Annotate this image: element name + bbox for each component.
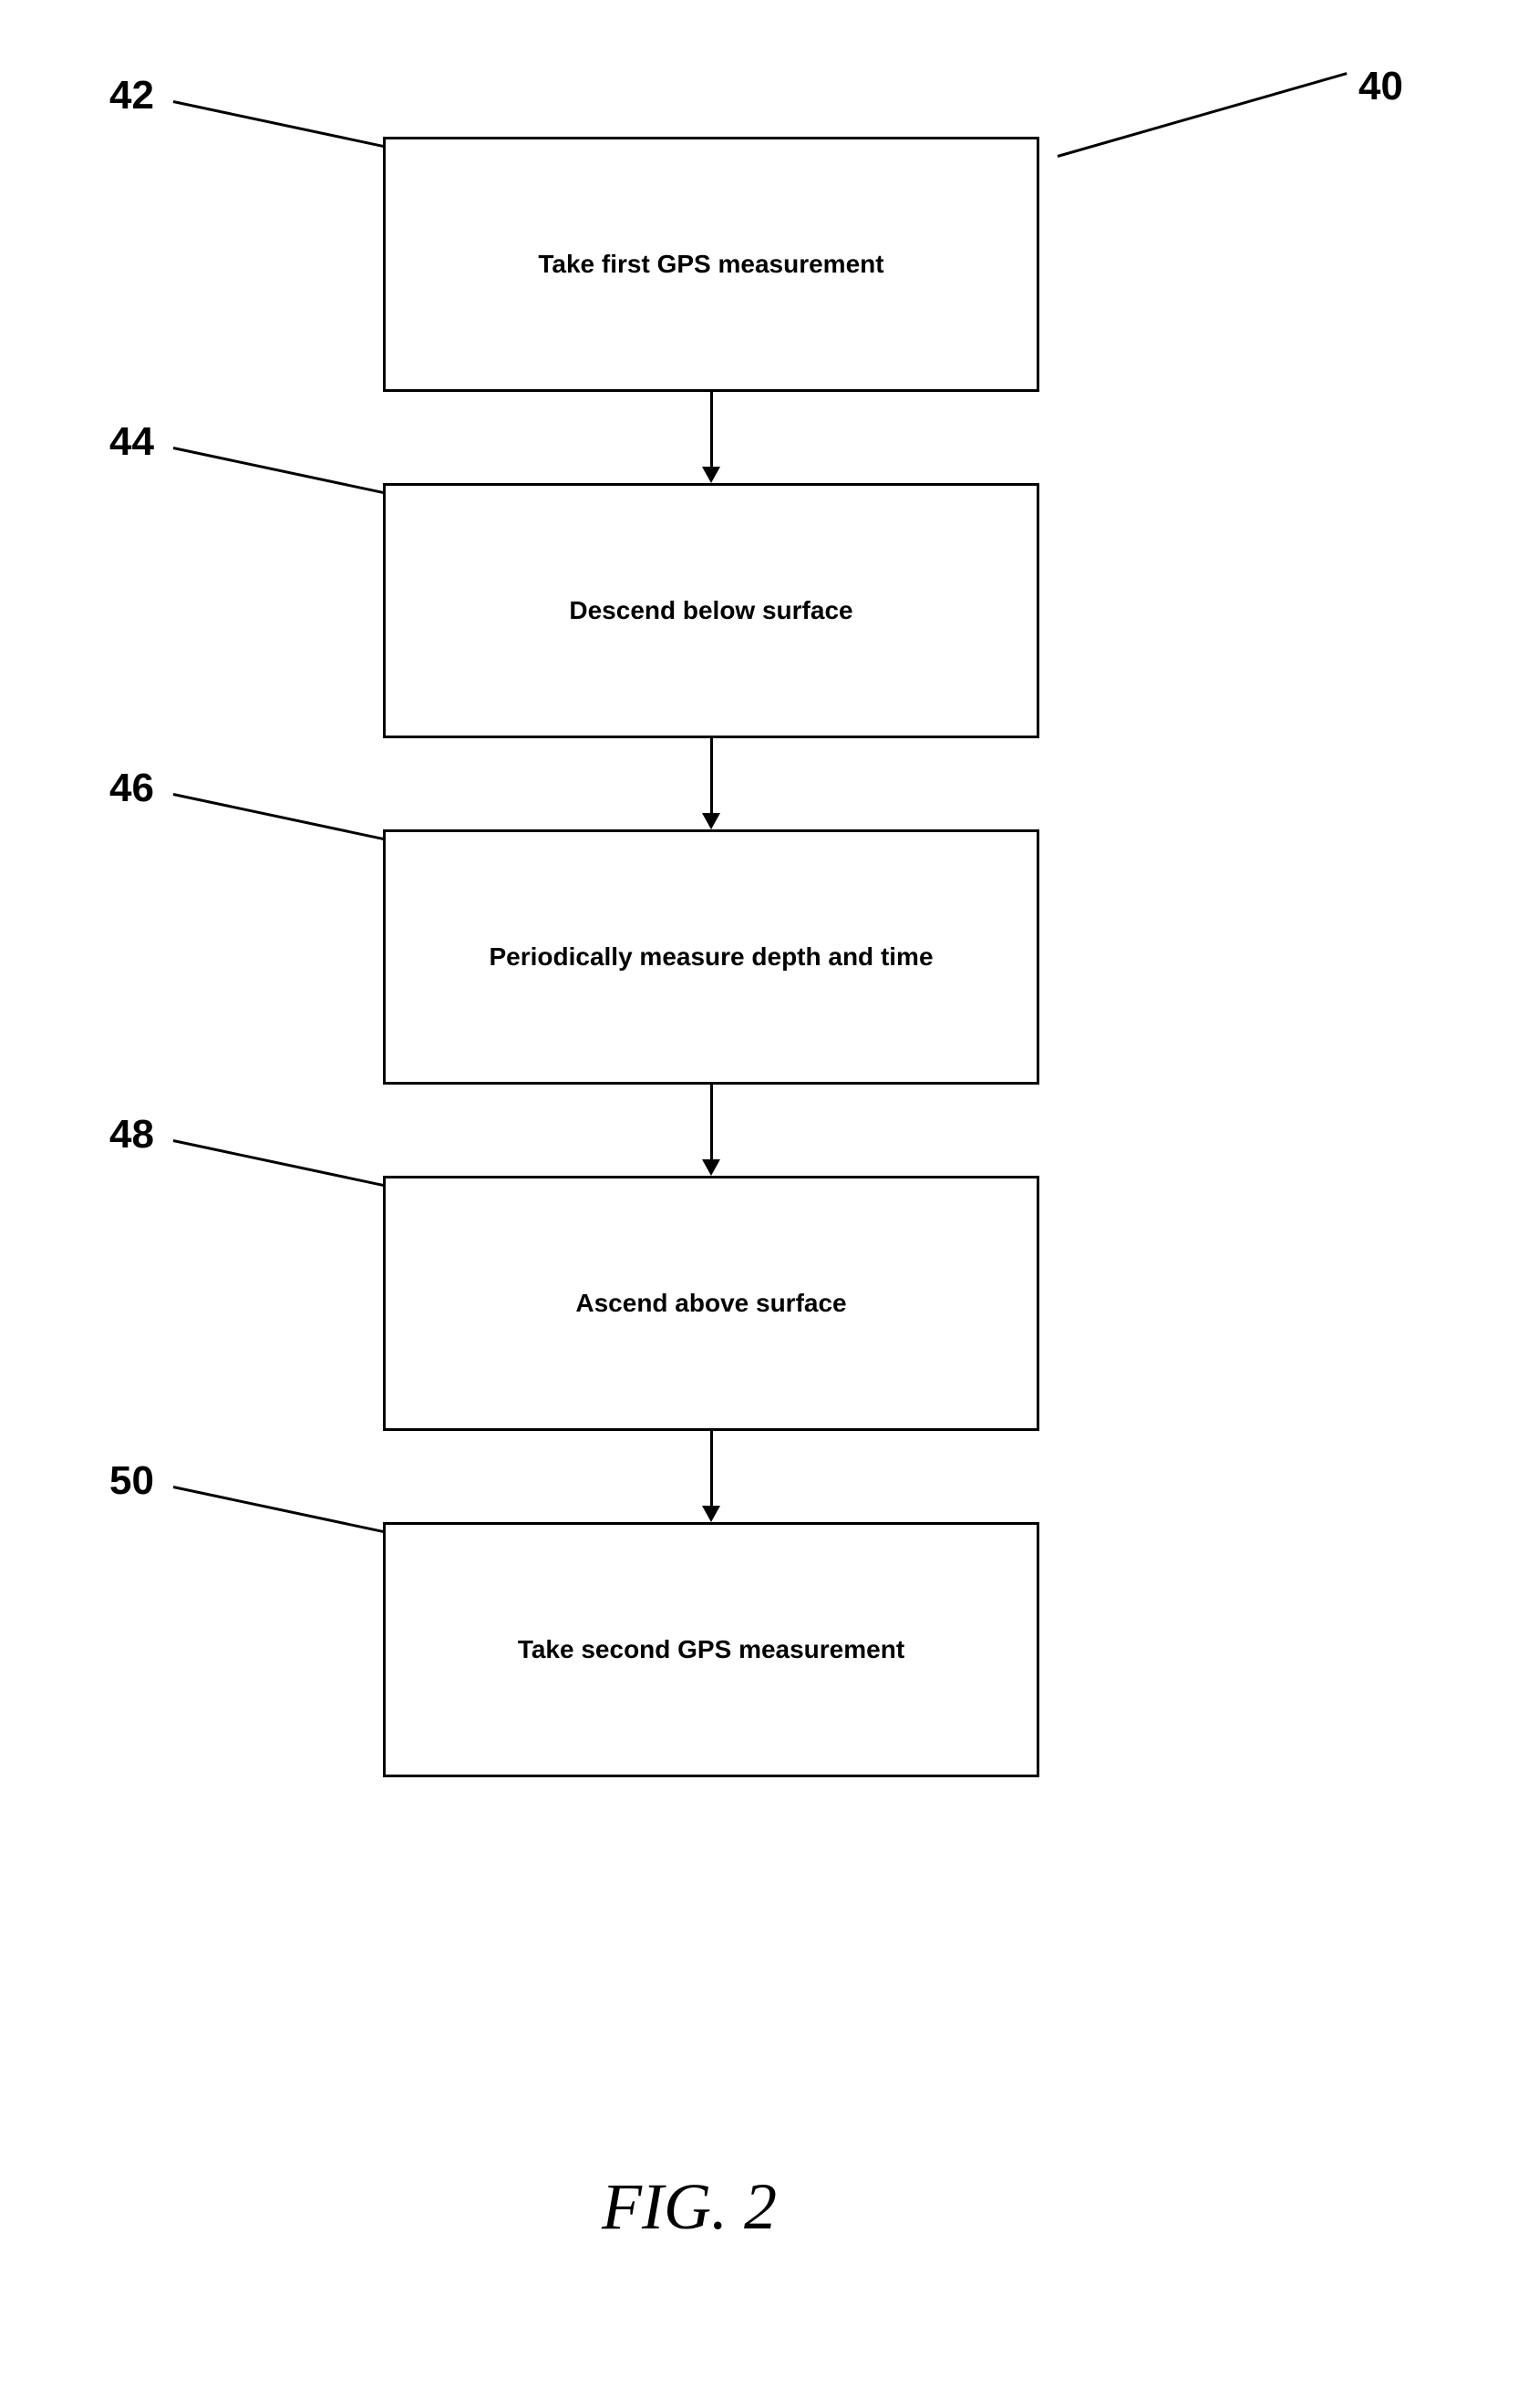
leader-line-50 <box>173 1486 406 1538</box>
leader-line-40 <box>1058 72 1348 158</box>
leader-line-42 <box>173 100 406 152</box>
ref-label-44: 44 <box>109 419 154 465</box>
flow-box-42: Take first GPS measurement <box>383 137 1039 392</box>
arrow-head-42-44 <box>702 467 720 483</box>
box-text-46: Periodically measure depth and time <box>489 942 933 972</box>
ref-label-46: 46 <box>109 766 154 811</box>
ref-label-48: 48 <box>109 1112 154 1158</box>
box-text-44: Descend below surface <box>569 596 852 625</box>
figure-caption: FIG. 2 <box>602 2169 777 2245</box>
leader-line-46 <box>173 793 406 845</box>
arrow-48-50 <box>710 1431 713 1508</box>
arrow-46-48 <box>710 1085 713 1162</box>
ref-label-40: 40 <box>1358 64 1403 109</box>
ref-label-42: 42 <box>109 73 154 118</box>
flow-box-46: Periodically measure depth and time <box>383 829 1039 1085</box>
ref-label-50: 50 <box>109 1458 154 1504</box>
flow-box-50: Take second GPS measurement <box>383 1522 1039 1777</box>
leader-line-48 <box>173 1139 406 1191</box>
arrow-44-46 <box>710 738 713 816</box>
box-text-48: Ascend above surface <box>575 1289 846 1318</box>
flow-box-44: Descend below surface <box>383 483 1039 738</box>
arrow-head-44-46 <box>702 813 720 829</box>
flowchart-container: 40 42 Take first GPS measurement 44 Desc… <box>0 0 1518 2408</box>
leader-line-44 <box>173 447 406 499</box>
box-text-42: Take first GPS measurement <box>538 250 883 279</box>
arrow-head-48-50 <box>702 1506 720 1522</box>
arrow-42-44 <box>710 392 713 469</box>
box-text-50: Take second GPS measurement <box>518 1635 904 1664</box>
arrow-head-46-48 <box>702 1159 720 1176</box>
flow-box-48: Ascend above surface <box>383 1176 1039 1431</box>
